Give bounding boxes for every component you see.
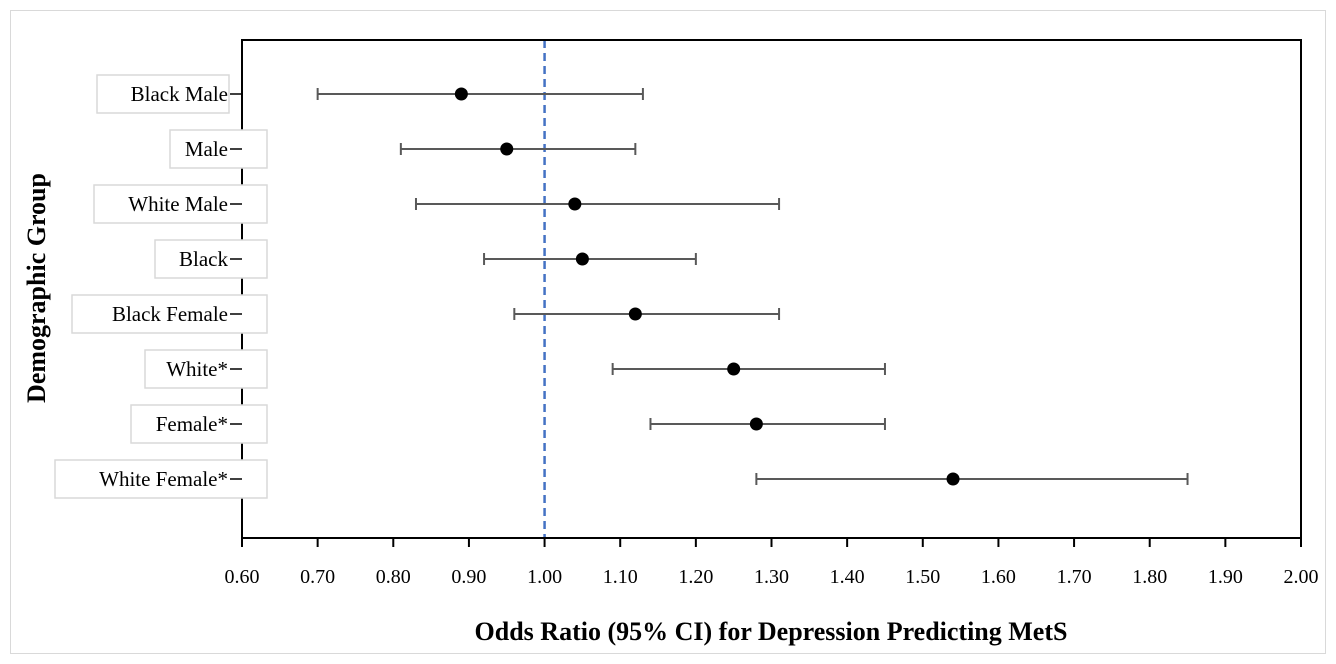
x-axis-ticks: 0.60 0.70 0.80 0.90 1.00 1.10 1.20 1.30 1.40 1.50… [225, 538, 1319, 588]
y-axis-category-labels: Black Male Male White Male Black Black Femal… [54, 74, 268, 499]
category-label-box [169, 129, 268, 169]
x-tick-label: 1.60 [981, 566, 1016, 588]
y-axis-title: Demographic Group [22, 173, 51, 403]
category-label-box [144, 349, 268, 389]
x-tick-label: 1.40 [830, 566, 865, 588]
category-label: Male [185, 137, 228, 161]
odds-ratio-point [727, 362, 741, 376]
x-axis-title: Odds Ratio (95% CI) for Depression Predi… [475, 617, 1068, 646]
odds-ratio-point [568, 197, 582, 211]
x-tick-label: 1.50 [905, 566, 940, 588]
category-label-box [96, 74, 230, 114]
category-label: Black Female [112, 302, 228, 326]
x-tick-label: 0.60 [225, 566, 260, 588]
x-tick-label: 0.80 [376, 566, 411, 588]
odds-ratio-point [454, 87, 468, 101]
x-tick-label: 1.70 [1057, 566, 1092, 588]
odds-ratio-point [946, 472, 960, 486]
plot-area [241, 39, 1302, 539]
odds-ratio-point [500, 142, 514, 156]
x-tick-label: 1.10 [603, 566, 638, 588]
x-tick-label: 1.80 [1132, 566, 1167, 588]
odds-ratio-point [628, 307, 642, 321]
chart-marks [316, 40, 1189, 538]
category-label: White Male [128, 192, 228, 216]
x-tick-label: 1.00 [527, 566, 562, 588]
category-label: Black [179, 247, 228, 271]
category-label: Female* [156, 412, 228, 436]
x-tick-label: 2.00 [1284, 566, 1319, 588]
category-label: Black Male [131, 82, 228, 106]
odds-ratio-point [749, 417, 763, 431]
x-tick-label: 0.70 [300, 566, 335, 588]
odds-ratio-point [575, 252, 589, 266]
x-tick-label: 1.20 [678, 566, 713, 588]
category-label-box [130, 404, 268, 444]
x-tick-label: 0.90 [451, 566, 486, 588]
category-label: White Female* [99, 467, 228, 491]
category-label-box [154, 239, 268, 279]
category-label: White* [166, 357, 228, 381]
x-tick-label: 1.90 [1208, 566, 1243, 588]
x-tick-label: 1.30 [754, 566, 789, 588]
